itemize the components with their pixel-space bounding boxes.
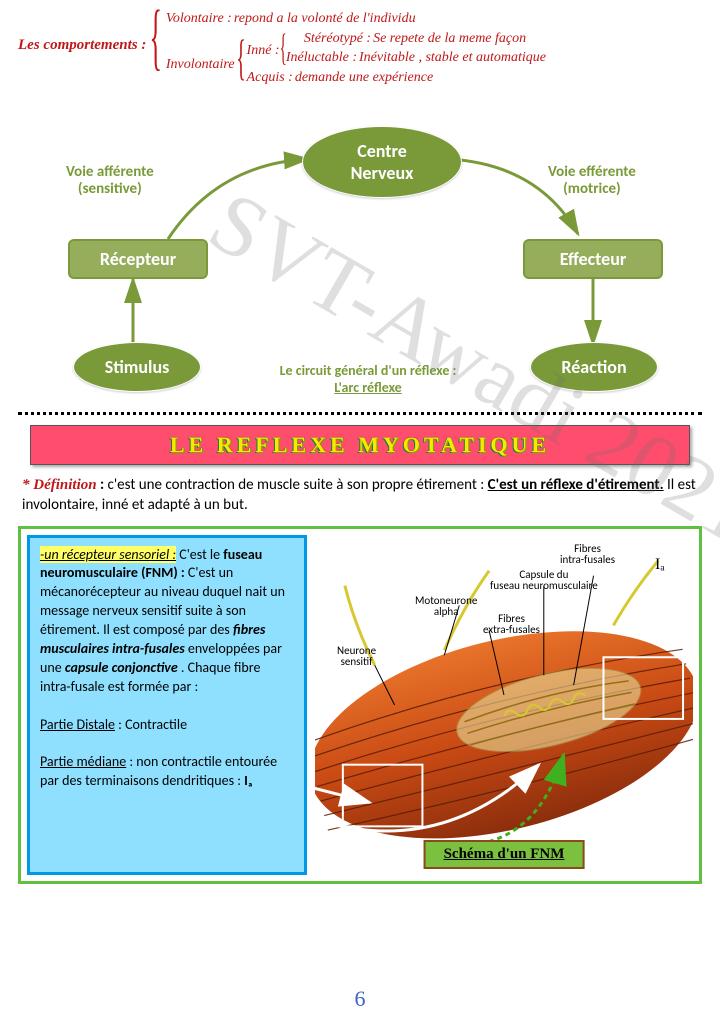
acquis-desc: demande une expérience (295, 69, 433, 87)
tree-col-3: Stéréotypé : Se repete de la meme façon … (286, 30, 546, 67)
title-banner: LE REFLEXE MYOTATIQUE (30, 425, 690, 465)
fl-capsule: Capsule du fuseau neuromusculaire (490, 569, 598, 592)
volontaire-key: Volontaire : (166, 10, 232, 28)
aff-l1: Voie afférente (66, 163, 154, 181)
volontaire-desc: repond a la volonté de l'individu (234, 10, 416, 28)
lb-pm-key: Partie médiane (40, 753, 126, 770)
lb-hi: -un récepteur sensoriel : (40, 546, 176, 563)
node-effecteur: Effecteur (523, 239, 663, 279)
brace-invol: { (236, 40, 246, 75)
receptor-description-box: -un récepteur sensoriel : C'est le fusea… (27, 535, 307, 875)
label-efferente: Voie efférente (motrice) (548, 164, 636, 197)
figure-caption: Schéma d'un FNM (424, 840, 585, 869)
ineluct-row: Inéluctable : Inévitable , stable et aut… (286, 49, 546, 67)
tree-col-2: Inné : { Stéréotypé : Se repete de la me… (247, 30, 546, 87)
fl-fibres-intra: Fibres intra-fusales (560, 543, 615, 566)
lb-b3: capsule conjonctive (65, 659, 178, 676)
lb-pd-val: : Contractile (115, 716, 187, 733)
ineluct-desc: Inévitable , stable et automatique (359, 49, 546, 67)
involontaire-row: Involontaire { Inné : { Stéréotypé : Se … (166, 30, 546, 87)
classification-tree: Les comportements : { Volontaire : repon… (18, 10, 702, 86)
lb-pd-key: Partie Distale (40, 716, 115, 733)
fl-fibres-extra: Fibres extra-fusales (483, 613, 540, 636)
node-stimulus: Stimulus (73, 342, 201, 392)
lower-section: -un récepteur sensoriel : C'est le fusea… (18, 526, 702, 884)
definition-sep: : (97, 476, 108, 494)
inne-key: Inné : (247, 42, 280, 60)
ineluct-key: Inéluctable : (286, 49, 357, 67)
lb-ia: Iₐ (244, 772, 253, 789)
acquis-key: Acquis : (247, 69, 293, 87)
arc-caption: Le circuit général d'un réflexe : L'arc … (228, 362, 508, 396)
stereo-desc: Se repete de la meme façon (373, 30, 526, 48)
fl-motoneurone: Motoneurone alpha (415, 595, 477, 618)
fl-neurone: Neurone sensitif (337, 645, 376, 668)
eff-l2: (motrice) (563, 180, 621, 198)
definition-paragraph: * Définition : c'est une contraction de … (18, 475, 702, 526)
node-centre-nerveux: Centre Nerveux (302, 126, 462, 198)
label-afferente: Voie afférente (sensitive) (66, 164, 154, 197)
acquis-row: Acquis : demande une expérience (247, 69, 546, 87)
fl-ia: Iₐ (655, 557, 665, 574)
lb-t1: C'est le (176, 546, 223, 563)
aff-l2: (sensitive) (78, 180, 142, 198)
node-reaction: Réaction (530, 342, 658, 392)
volontaire-row: Volontaire : repond a la volonté de l'in… (166, 10, 546, 28)
involontaire-key: Involontaire (166, 56, 235, 74)
definition-bold: C'est un réflexe d'étirement. (488, 476, 664, 494)
reflex-arc-diagram: Centre Nerveux Récepteur Effecteur Stimu… (18, 104, 702, 404)
stereo-row: Stéréotypé : Se repete de la meme façon (286, 30, 546, 48)
cap-l1: Le circuit général d'un réflexe : (280, 362, 457, 379)
brace-inne: { (279, 35, 286, 62)
comportements-label: Les comportements : (18, 36, 146, 55)
eff-l1: Voie efférente (548, 163, 636, 181)
fnm-figure: Fibres intra-fusales Capsule du fuseau n… (315, 535, 693, 875)
node-recepteur: Récepteur (68, 239, 208, 279)
banner-text: LE REFLEXE MYOTATIQUE (170, 432, 550, 457)
page-content: Les comportements : { Volontaire : repon… (0, 0, 720, 894)
dotted-separator (18, 412, 702, 415)
brace-main: { (150, 10, 162, 66)
page-number: 6 (355, 986, 366, 1012)
cap-l2: L'arc réflexe (334, 379, 401, 396)
stereo-key: Stéréotypé : (304, 30, 371, 48)
tree-col-1: Volontaire : repond a la volonté de l'in… (166, 10, 546, 86)
definition-label: * Définition (22, 477, 97, 493)
definition-t1: c'est une contraction de muscle suite à … (108, 476, 488, 494)
inne-row: Inné : { Stéréotypé : Se repete de la me… (247, 30, 546, 67)
